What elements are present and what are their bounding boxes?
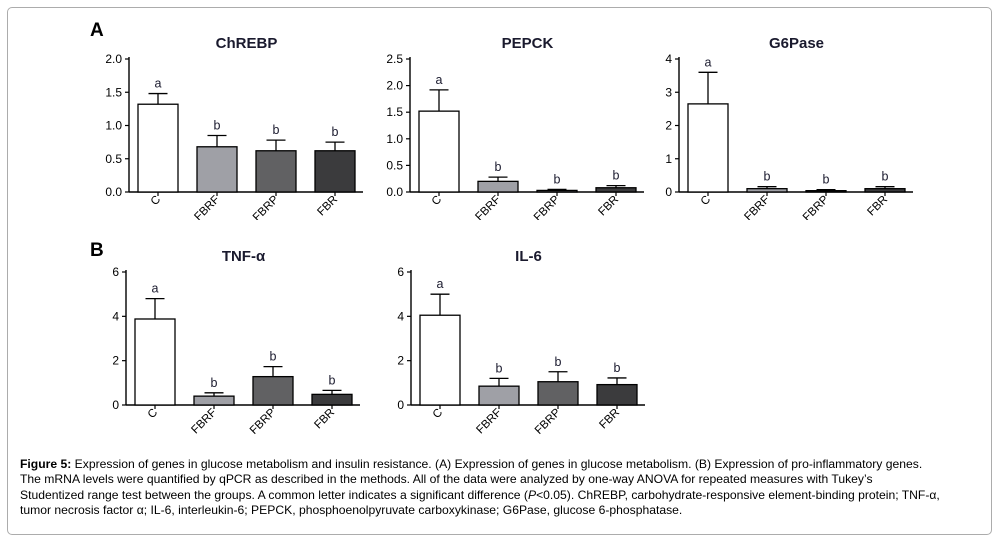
svg-text:FBRF: FBRF [189, 407, 219, 437]
svg-text:FBRP: FBRP [248, 406, 278, 436]
svg-text:FBRF: FBRF [473, 194, 503, 220]
svg-text:4: 4 [112, 309, 119, 323]
svg-text:FBR: FBR [315, 194, 340, 219]
svg-text:C: C [146, 407, 160, 421]
svg-text:4: 4 [397, 309, 404, 323]
svg-text:FBR: FBR [596, 194, 621, 219]
svg-text:6: 6 [397, 265, 404, 279]
svg-text:FBRF: FBRF [474, 407, 504, 437]
svg-text:b: b [764, 170, 771, 184]
svg-text:b: b [270, 350, 277, 364]
svg-text:4: 4 [665, 52, 672, 66]
svg-text:FBRP: FBRP [532, 193, 562, 220]
svg-text:FBRP: FBRP [801, 193, 831, 220]
svg-text:2: 2 [397, 354, 404, 368]
svg-text:2: 2 [665, 119, 672, 133]
svg-text:a: a [436, 73, 443, 87]
svg-text:FBR: FBR [312, 407, 337, 432]
svg-text:1.0: 1.0 [105, 119, 122, 133]
svg-text:1: 1 [665, 152, 672, 166]
svg-text:0.0: 0.0 [386, 185, 403, 199]
svg-text:FBRP: FBRP [251, 193, 281, 220]
svg-text:FBRF: FBRF [192, 194, 222, 220]
svg-text:a: a [152, 282, 159, 296]
svg-text:a: a [705, 55, 712, 69]
svg-text:FBRF: FBRF [742, 194, 772, 220]
svg-text:2.0: 2.0 [386, 79, 403, 93]
svg-text:b: b [496, 361, 503, 375]
svg-text:b: b [211, 376, 218, 390]
svg-text:C: C [431, 407, 445, 421]
svg-text:b: b [554, 172, 561, 186]
svg-text:C: C [149, 194, 163, 208]
svg-text:C: C [430, 194, 444, 208]
svg-text:b: b [214, 118, 221, 132]
svg-text:0.5: 0.5 [105, 152, 122, 166]
svg-text:6: 6 [112, 265, 119, 279]
svg-text:1.0: 1.0 [386, 132, 403, 146]
svg-text:b: b [332, 125, 339, 139]
svg-text:FBRP: FBRP [533, 406, 563, 436]
svg-text:C: C [699, 194, 713, 208]
svg-text:b: b [495, 160, 502, 174]
svg-text:b: b [614, 361, 621, 375]
svg-text:b: b [555, 355, 562, 369]
svg-text:0.5: 0.5 [386, 158, 403, 172]
svg-text:b: b [273, 123, 280, 137]
svg-text:2: 2 [112, 354, 119, 368]
svg-text:IL-6: IL-6 [515, 248, 542, 265]
svg-text:0: 0 [397, 398, 404, 412]
svg-text:TNF-α: TNF-α [222, 248, 266, 265]
svg-text:2.5: 2.5 [386, 52, 403, 66]
svg-text:ChREBP: ChREBP [216, 35, 278, 52]
svg-text:a: a [437, 277, 444, 291]
svg-text:PEPCK: PEPCK [502, 35, 554, 52]
svg-text:FBR: FBR [865, 194, 890, 219]
svg-text:0: 0 [665, 185, 672, 199]
svg-text:b: b [329, 373, 336, 387]
svg-text:b: b [613, 169, 620, 183]
svg-text:2.0: 2.0 [105, 52, 122, 66]
svg-text:b: b [882, 170, 889, 184]
svg-text:G6Pase: G6Pase [769, 35, 824, 52]
svg-text:1.5: 1.5 [105, 85, 122, 99]
svg-text:3: 3 [665, 85, 672, 99]
svg-text:1.5: 1.5 [386, 105, 403, 119]
svg-text:a: a [155, 77, 162, 91]
svg-text:FBR: FBR [597, 407, 622, 432]
svg-text:b: b [823, 173, 830, 187]
svg-text:0.0: 0.0 [105, 185, 122, 199]
svg-text:0: 0 [112, 398, 119, 412]
